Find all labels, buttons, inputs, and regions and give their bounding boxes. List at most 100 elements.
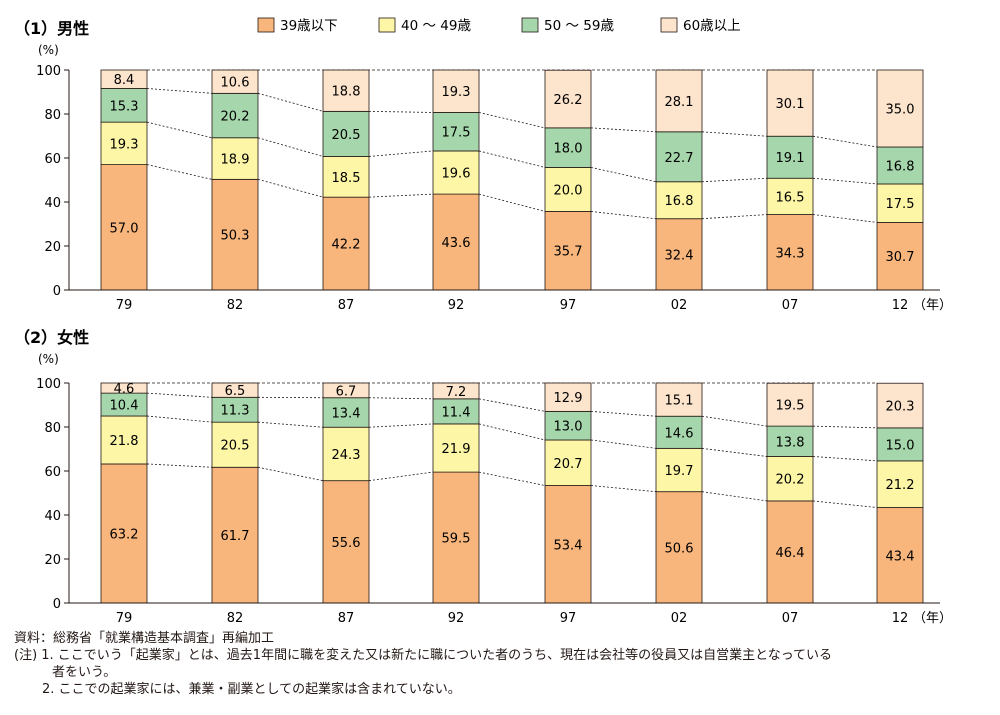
data-label-under-39: 50.6: [665, 541, 694, 556]
data-label-50-59: 13.8: [776, 435, 805, 450]
data-label-50-59: 19.1: [776, 151, 805, 166]
connector-line: [701, 214, 768, 220]
bar-segment-60-over: [432, 69, 480, 113]
y-unit-label: (%): [38, 43, 59, 57]
connector-line: [478, 193, 546, 212]
bar-segment-60-over: [432, 382, 480, 400]
bar-segment-40-49: [322, 156, 370, 198]
bar-segment-60-over: [322, 69, 370, 112]
bar-segment-40-49: [432, 150, 480, 195]
connector-line: [812, 500, 878, 508]
data-label-50-59: 20.2: [221, 110, 250, 125]
connector-line: [701, 177, 768, 183]
data-label-40-49: 18.9: [221, 153, 250, 168]
bar-segment-60-over: [100, 69, 148, 89]
connector-line: [590, 485, 657, 493]
data-label-60-over: 19.5: [776, 399, 805, 414]
data-label-under-39: 50.3: [221, 229, 250, 244]
connector-line: [368, 423, 434, 428]
bar-segment-under-39: [100, 164, 148, 291]
data-label-60-over: 12.9: [554, 391, 583, 406]
panel-title-male: （1）男性: [14, 19, 89, 38]
bar-segment-40-49: [211, 137, 259, 180]
legend-swatch-50-59: [521, 17, 539, 33]
x-tick-label: 82: [227, 611, 244, 626]
data-label-60-over: 7.2: [446, 385, 467, 400]
bar-segment-40-49: [655, 181, 703, 220]
bar-segment-50-59: [211, 92, 259, 139]
connector-line: [478, 423, 546, 441]
bar-segment-50-59: [655, 131, 703, 183]
legend-swatch-40-49: [378, 17, 396, 33]
legend-label-60-over: 60歳以上: [683, 18, 741, 34]
x-tick-label: 02: [671, 298, 688, 313]
x-tick-label: 87: [338, 298, 355, 313]
data-label-under-39: 42.2: [332, 238, 361, 253]
connector-line: [590, 439, 657, 449]
connector-line: [701, 447, 768, 457]
x-tick-label: 97: [560, 298, 577, 313]
connector-line: [701, 415, 768, 427]
data-label-50-59: 17.5: [442, 126, 471, 141]
connector-line: [368, 193, 434, 198]
x-tick-label: 97: [560, 611, 577, 626]
y-tick-label: 60: [44, 152, 61, 167]
connector-line: [146, 415, 213, 423]
bar-segment-under-39: [544, 485, 592, 604]
data-label-under-39: 59.5: [442, 532, 471, 547]
panel-title-female: （2）女性: [14, 328, 89, 347]
data-label-60-over: 10.6: [221, 76, 250, 91]
x-tick-label: 87: [338, 611, 355, 626]
data-label-60-over: 18.8: [332, 85, 361, 100]
data-label-40-49: 20.5: [221, 439, 250, 454]
data-label-50-59: 13.0: [554, 420, 583, 435]
bar-segment-under-39: [211, 466, 259, 604]
connector-line: [146, 121, 213, 139]
note-2: 2. ここでの起業家には、兼業・副業としての起業家は含まれていない。: [42, 682, 461, 697]
connector-line: [478, 471, 546, 486]
data-label-40-49: 20.2: [776, 473, 805, 488]
bar-segment-40-49: [655, 447, 703, 493]
connector-line: [812, 425, 878, 429]
data-label-40-49: 21.8: [110, 434, 139, 449]
x-unit-label: （年）: [913, 611, 952, 626]
data-label-under-39: 63.2: [110, 527, 139, 542]
y-tick-label: 100: [36, 64, 61, 79]
data-label-under-39: 30.7: [886, 250, 915, 265]
connector-line: [368, 110, 434, 113]
data-label-50-59: 10.4: [110, 399, 139, 414]
data-label-50-59: 16.8: [886, 159, 915, 174]
connector-line: [146, 164, 213, 180]
data-label-50-59: 15.0: [886, 438, 915, 453]
connector-line: [701, 491, 768, 502]
connector-line: [146, 88, 213, 94]
data-label-60-over: 28.1: [665, 95, 694, 110]
connector-line: [368, 471, 434, 482]
data-label-60-over: 30.1: [776, 97, 805, 112]
data-label-under-39: 53.4: [554, 538, 583, 553]
connector-line: [257, 92, 324, 112]
y-unit-label: (%): [38, 352, 59, 366]
bar-segment-under-39: [766, 500, 814, 604]
bar-segment-60-over: [211, 382, 259, 398]
data-label-60-over: 4.6: [114, 382, 135, 397]
bar-segment-50-59: [544, 127, 592, 168]
data-label-40-49: 20.7: [554, 457, 583, 472]
connector-line: [590, 127, 657, 133]
connector-line: [478, 150, 546, 168]
data-label-50-59: 22.7: [665, 151, 694, 166]
bar-segment-50-59: [876, 427, 924, 462]
data-label-60-over: 6.7: [336, 384, 357, 399]
note-1: (注) 1. ここでいう「起業家」とは、過去1年間に職を変えた又は新たに職につい…: [14, 648, 833, 663]
data-label-40-49: 16.5: [776, 190, 805, 205]
data-label-60-over: 8.4: [114, 73, 135, 88]
connector-line: [590, 167, 657, 183]
bar-segment-60-over: [211, 69, 259, 94]
x-tick-label: 02: [671, 611, 688, 626]
data-label-40-49: 19.3: [110, 137, 139, 152]
note-1-continued: 者をいう。: [52, 665, 117, 680]
legend-label-50-59: 50 ～ 59歳: [544, 18, 614, 34]
bar-segment-50-59: [432, 398, 480, 425]
connector-line: [146, 392, 213, 398]
y-tick-label: 0: [53, 597, 61, 612]
